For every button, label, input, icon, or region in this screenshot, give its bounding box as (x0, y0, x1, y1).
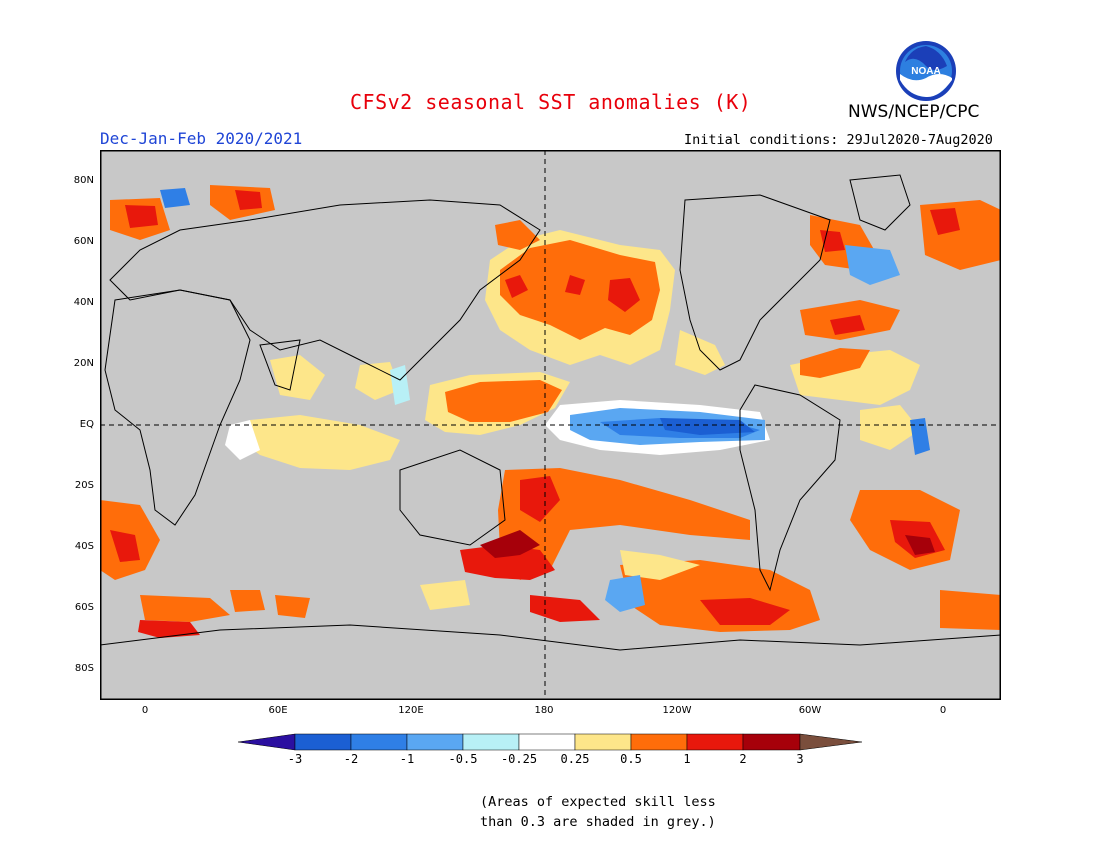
colorbar-segment (630, 733, 688, 751)
lat-label-60s: 60S (74, 602, 94, 613)
continent-outlines (100, 174, 1001, 700)
australia-outline (399, 449, 506, 546)
lon-label-120e: 120E (398, 705, 424, 716)
antarctica-outline (100, 624, 1001, 700)
colorbar-label: 0.5 (620, 752, 642, 766)
lat-label-20s: 20S (74, 480, 94, 491)
colorbar-segment (462, 733, 520, 751)
lat-label-40s: 40S (74, 541, 94, 552)
lat-label-20n: 20N (73, 358, 94, 369)
skill-note-line-2: than 0.3 are shaded in grey.) (480, 814, 716, 830)
colorbar-label: -0.5 (448, 752, 478, 766)
noaa-logo: NOAA (895, 40, 957, 102)
lat-label-80n: 80N (73, 175, 94, 186)
skill-note: (Areas of expected skill less than 0.3 a… (480, 792, 716, 832)
cold-anomaly-regions (160, 188, 930, 612)
colorbar-segment (406, 733, 464, 751)
colorbar-label: 2 (739, 752, 747, 766)
agency-label: NWS/NCEP/CPC (848, 102, 980, 122)
eurasia-outline (109, 199, 541, 381)
colorbar-arrow-high (799, 733, 863, 751)
south-america-outline (739, 384, 841, 592)
lon-label-0-east: 0 (939, 705, 947, 716)
warm-anomaly-regions (100, 185, 1001, 638)
colorbar-label: 1 (683, 752, 691, 766)
lon-label-180: 180 (534, 705, 554, 716)
lat-label-80s: 80S (74, 663, 94, 674)
greenland-outline (849, 174, 911, 231)
colorbar-arrow-low (237, 733, 296, 751)
season-label: Dec-Jan-Feb 2020/2021 (100, 129, 303, 148)
lon-label-60w: 60W (798, 705, 822, 716)
colorbar-label: -0.25 (500, 752, 538, 766)
colorbar-segment (350, 733, 408, 751)
initial-conditions-label: Initial conditions: 29Jul2020-7Aug2020 (684, 132, 993, 148)
lat-label-60n: 60N (73, 236, 94, 247)
colorbar-segment (742, 733, 801, 751)
india-outline (259, 339, 301, 391)
lon-label-60e: 60E (268, 705, 288, 716)
lat-label-eq: EQ (79, 419, 94, 430)
lon-label-120w: 120W (662, 705, 692, 716)
colorbar-segment (574, 733, 632, 751)
lat-label-40n: 40N (73, 297, 94, 308)
colorbar-segment (518, 733, 576, 751)
colorbar-label: 0.25 (560, 752, 590, 766)
map-frame (100, 150, 1001, 700)
colorbar-label: 3 (796, 752, 804, 766)
colorbar-segment (294, 733, 352, 751)
africa-outline (104, 289, 251, 526)
colorbar-label: -3 (287, 752, 303, 766)
map-title: CFSv2 seasonal SST anomalies (K) (350, 90, 752, 114)
colorbar-segment (686, 733, 744, 751)
sst-anomaly-map (100, 150, 1001, 700)
colorbar-label: -2 (343, 752, 359, 766)
north-america-outline (679, 194, 831, 371)
colorbar-label: -1 (399, 752, 415, 766)
skill-note-line-1: (Areas of expected skill less (480, 794, 716, 810)
logo-text: NOAA (911, 66, 940, 77)
colorbar (237, 732, 863, 772)
lon-label-0-west: 0 (141, 705, 149, 716)
